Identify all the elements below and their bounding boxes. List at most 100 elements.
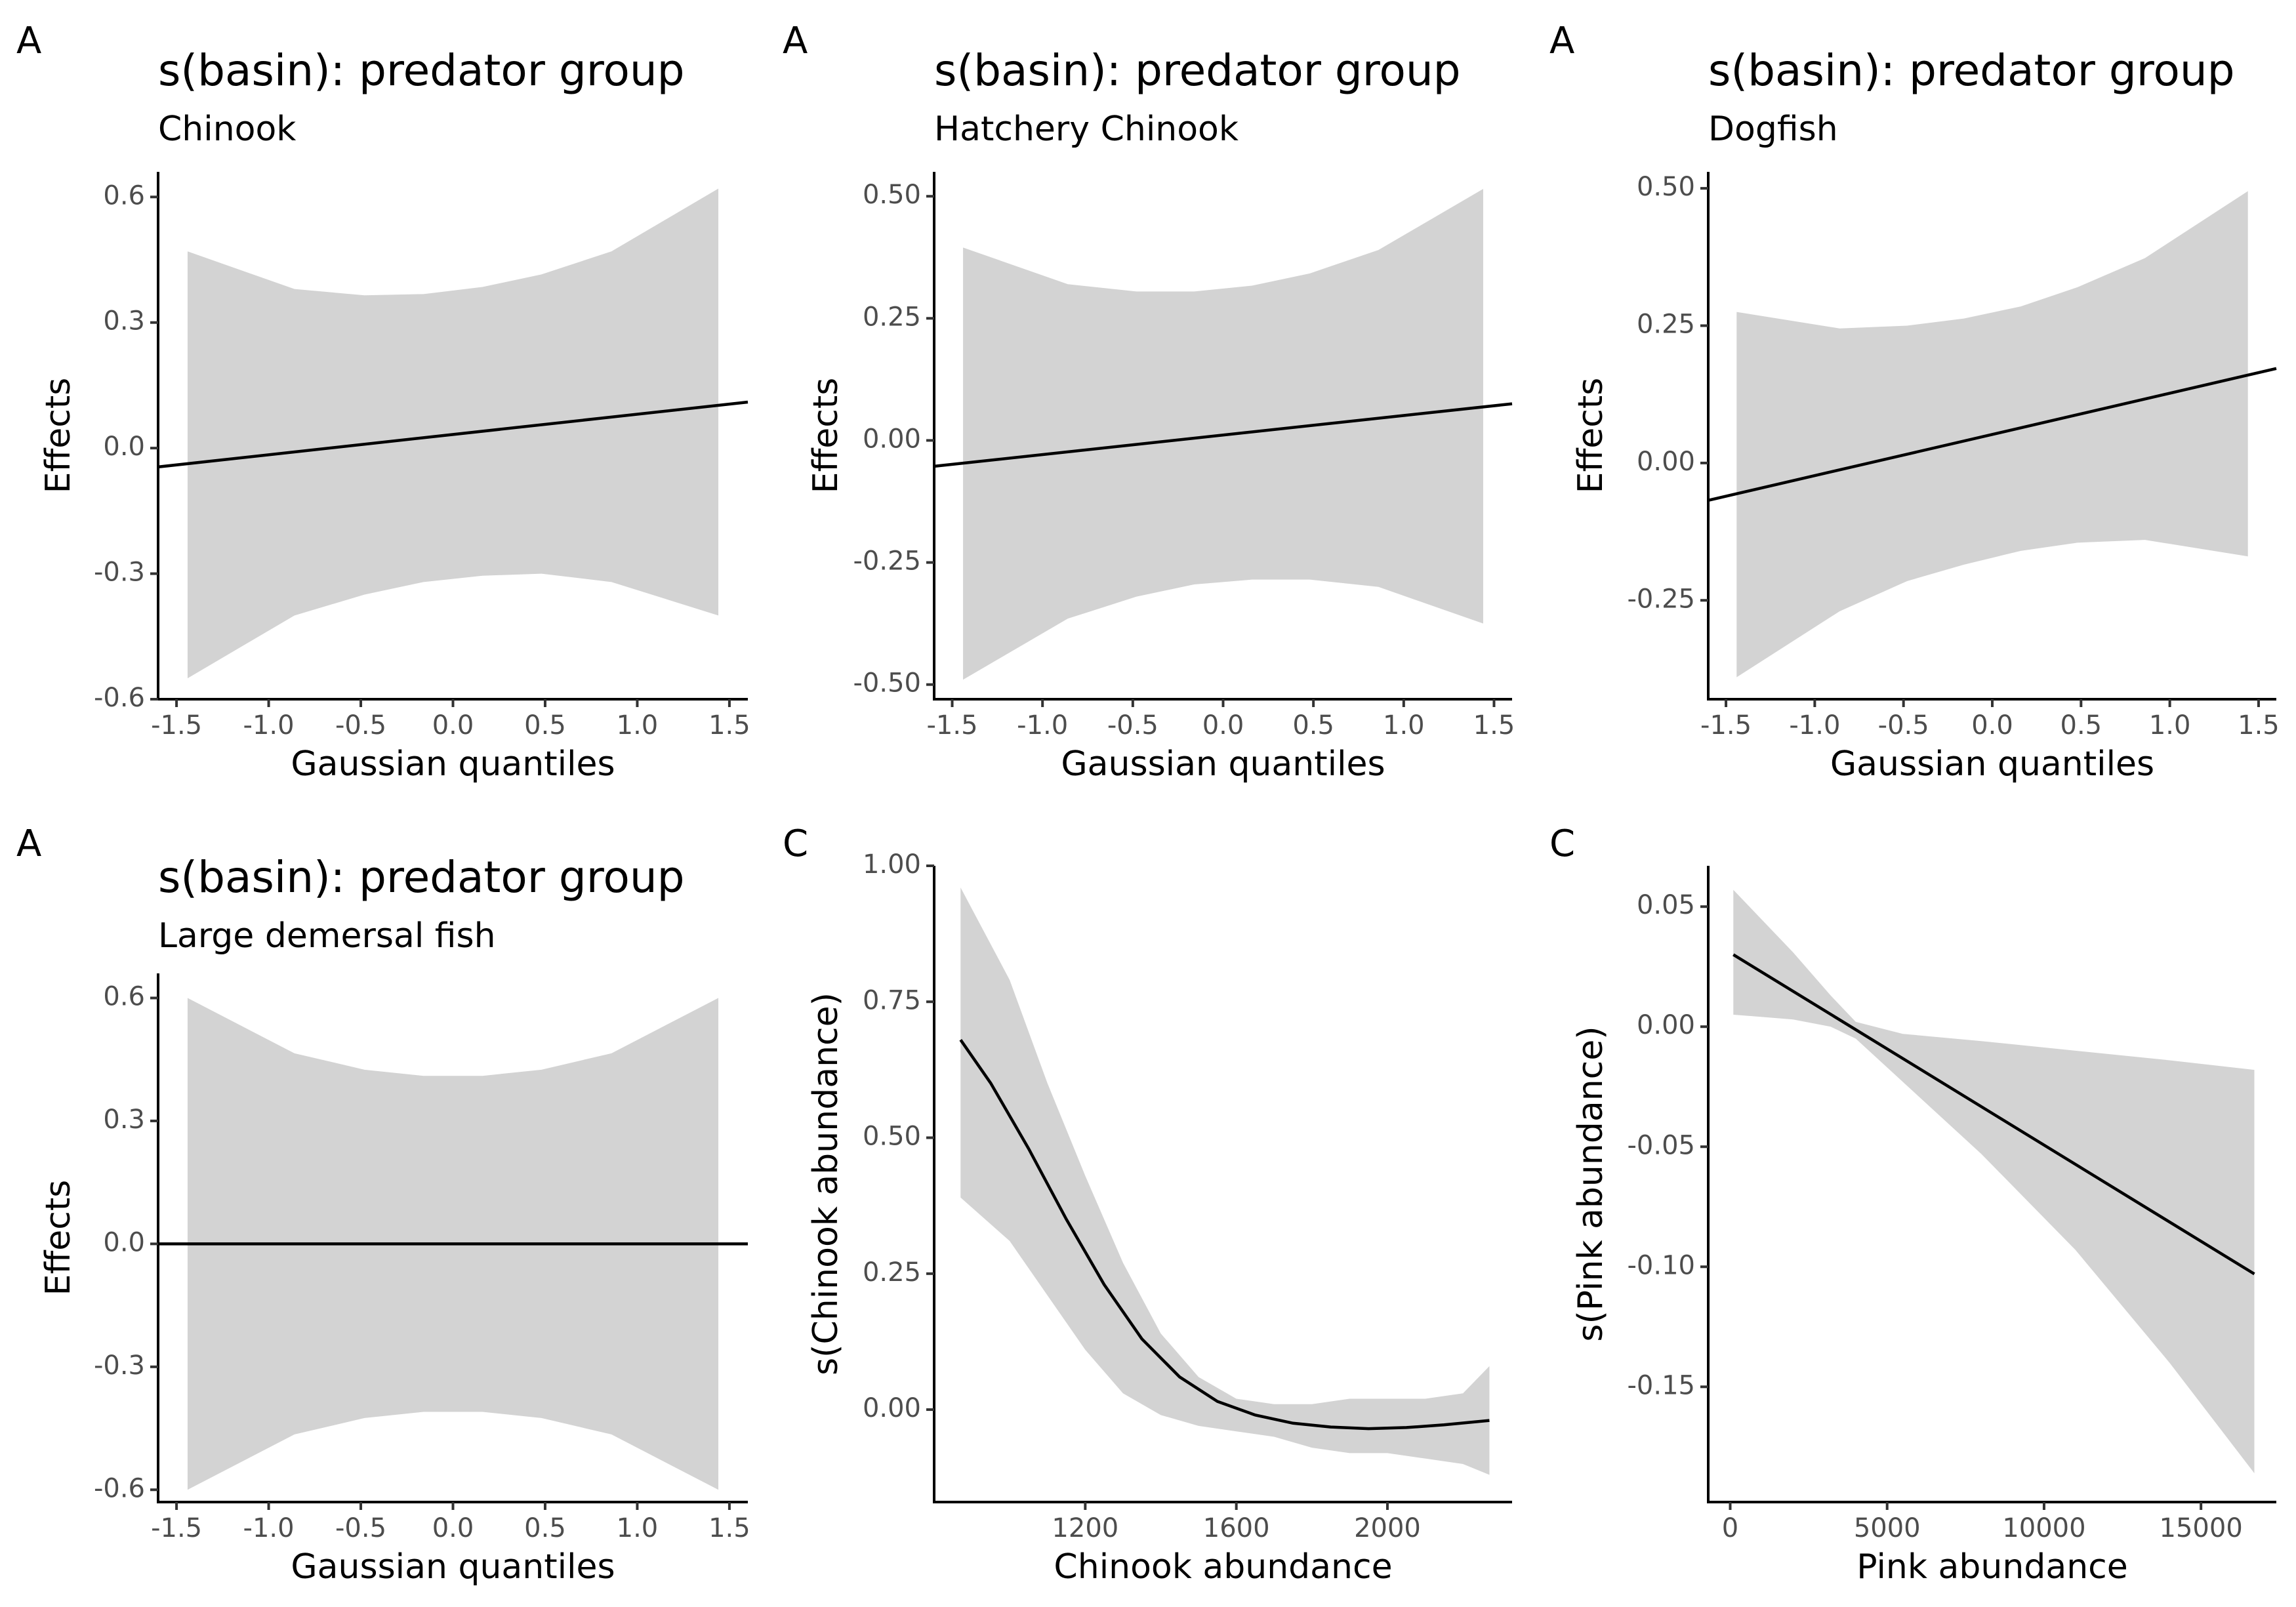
panel-6: C -0.15 -0.10 -0.05 0.00 0.05 0 5000 10000 15000 P… — [1549, 823, 2276, 1587]
x-tick-label: 15000 — [2160, 1513, 2243, 1543]
panel-tag: C — [1549, 823, 1575, 865]
x-tick-label: 1.0 — [617, 1513, 659, 1543]
y-tick-label: -0.15 — [1628, 1370, 1696, 1400]
y-tick-label: 0.6 — [103, 981, 145, 1011]
y-tick-label: -0.10 — [1628, 1250, 1696, 1280]
x-axis-label: Gaussian quantiles — [1830, 744, 2154, 784]
y-tick-label: 0.6 — [103, 180, 145, 211]
y-tick-label: 0.05 — [1637, 890, 1695, 920]
x-tick-label: -1.0 — [1789, 710, 1840, 741]
y-tick-label: -0.3 — [94, 558, 145, 588]
panel-subtitle: Large demersal fish — [158, 916, 496, 956]
panel-subtitle: Chinook — [158, 110, 296, 149]
y-tick-label: -0.6 — [94, 683, 145, 713]
y-tick-label: 0.0 — [103, 432, 145, 462]
x-tick-label: 1.0 — [1383, 710, 1425, 741]
x-tick-label: -1.5 — [151, 710, 202, 741]
x-tick-label: -1.5 — [151, 1513, 202, 1543]
panel-tag: A — [16, 823, 41, 865]
x-tick-label: 5000 — [1854, 1513, 1921, 1543]
x-tick-label: -1.0 — [243, 1513, 295, 1543]
y-axis-label: Effects — [806, 378, 846, 494]
x-tick-label: 1.5 — [708, 710, 750, 741]
y-tick-label: 0.25 — [863, 302, 921, 332]
x-tick-label: 0.0 — [1971, 710, 2013, 741]
y-tick-label: 0.50 — [863, 1122, 921, 1152]
y-axis-label: s(Pink abundance) — [1571, 1026, 1610, 1341]
confidence-band — [1733, 889, 2255, 1474]
x-tick-label: -0.5 — [1878, 710, 1929, 741]
y-tick-label: 0.00 — [863, 424, 921, 454]
x-axis-label: Gaussian quantiles — [1061, 744, 1385, 784]
x-tick-label: 1.0 — [2149, 710, 2191, 741]
y-tick-label: -0.25 — [853, 546, 922, 577]
panel-title: s(basin): predator group — [158, 45, 685, 96]
panel-tag: C — [783, 823, 808, 865]
x-tick-label: 1.5 — [708, 1513, 750, 1543]
y-tick-label: 0.00 — [1637, 1010, 1695, 1040]
x-tick-label: 0.5 — [1292, 710, 1334, 741]
y-tick-label: 0.3 — [103, 1105, 145, 1135]
y-tick-label: 0.00 — [1637, 447, 1695, 477]
x-axis-label: Chinook abundance — [1054, 1547, 1392, 1587]
x-tick-label: 0.5 — [2060, 710, 2102, 741]
panel-subtitle: Dogfish — [1708, 110, 1838, 149]
x-axis-label: Gaussian quantiles — [291, 1547, 615, 1587]
y-tick-label: 0.0 — [103, 1227, 145, 1257]
panel-5: C 0.00 0.25 0.50 0.75 1.00 1200 1600 2000 Chinook… — [783, 823, 1512, 1587]
x-tick-label: 0 — [1722, 1513, 1738, 1543]
y-tick-label: 0.25 — [863, 1257, 921, 1288]
x-tick-label: -1.5 — [927, 710, 978, 741]
confidence-band — [960, 887, 1490, 1475]
panel-tag: A — [783, 20, 808, 62]
y-tick-label: 0.25 — [1637, 310, 1695, 340]
y-axis-label: Effects — [1571, 378, 1610, 494]
y-tick-label: -0.3 — [94, 1351, 145, 1381]
y-tick-label: -0.05 — [1628, 1130, 1696, 1160]
y-tick-label: -0.25 — [1628, 584, 1696, 614]
panel-2: As(basin): predator group Hatchery Chinoo… — [783, 20, 1515, 784]
x-axis-label: Pink abundance — [1856, 1547, 2127, 1587]
x-tick-label: 1200 — [1052, 1513, 1118, 1543]
fitted-line — [959, 1039, 1490, 1431]
fitted-line — [157, 400, 748, 469]
x-tick-label: -1.0 — [243, 710, 295, 741]
x-axis-label: Gaussian quantiles — [291, 744, 615, 784]
panel-3: As(basin): predator group Dogfish -0.25 0.0… — [1549, 20, 2280, 784]
fitted-line — [1732, 953, 2255, 1276]
y-tick-label: -0.6 — [94, 1473, 145, 1503]
x-tick-label: 1600 — [1203, 1513, 1270, 1543]
panel-tag: A — [1549, 20, 1574, 62]
x-tick-label: -0.5 — [335, 1513, 386, 1543]
x-tick-label: 0.0 — [432, 710, 474, 741]
y-tick-label: 0.50 — [863, 180, 921, 210]
x-tick-label: 1.0 — [617, 710, 659, 741]
x-tick-label: -0.5 — [335, 710, 386, 741]
y-axis-label: Effects — [39, 378, 78, 494]
x-tick-label: 0.5 — [524, 710, 566, 741]
x-tick-label: 1.5 — [1473, 710, 1515, 741]
x-tick-label: -1.5 — [1700, 710, 1752, 741]
y-tick-label: 0.75 — [863, 985, 921, 1015]
x-tick-label: 10000 — [2002, 1513, 2085, 1543]
panel-title: s(basin): predator group — [1708, 45, 2235, 96]
x-tick-label: 2000 — [1354, 1513, 1421, 1543]
x-tick-label: 0.5 — [524, 1513, 566, 1543]
panel-subtitle: Hatchery Chinook — [934, 110, 1239, 149]
y-tick-label: 0.3 — [103, 306, 145, 336]
y-tick-label: 0.00 — [863, 1393, 921, 1423]
y-tick-label: 1.00 — [863, 849, 921, 880]
panel-tag: A — [16, 20, 41, 62]
y-tick-label: 0.50 — [1637, 172, 1695, 202]
x-tick-label: 1.5 — [2238, 710, 2280, 741]
x-tick-label: -1.0 — [1017, 710, 1068, 741]
x-tick-label: 0.0 — [432, 1513, 474, 1543]
panel-4: As(basin): predator group Large demersal … — [16, 823, 750, 1587]
fitted-line — [933, 402, 1513, 468]
x-tick-label: -0.5 — [1107, 710, 1158, 741]
x-tick-label: 0.0 — [1202, 710, 1244, 741]
panel-title: s(basin): predator group — [158, 852, 685, 903]
panel-1: As(basin): predator group Chinook -0.6 -0.3… — [16, 20, 750, 784]
y-axis-label: s(Chinook abundance) — [806, 992, 846, 1375]
